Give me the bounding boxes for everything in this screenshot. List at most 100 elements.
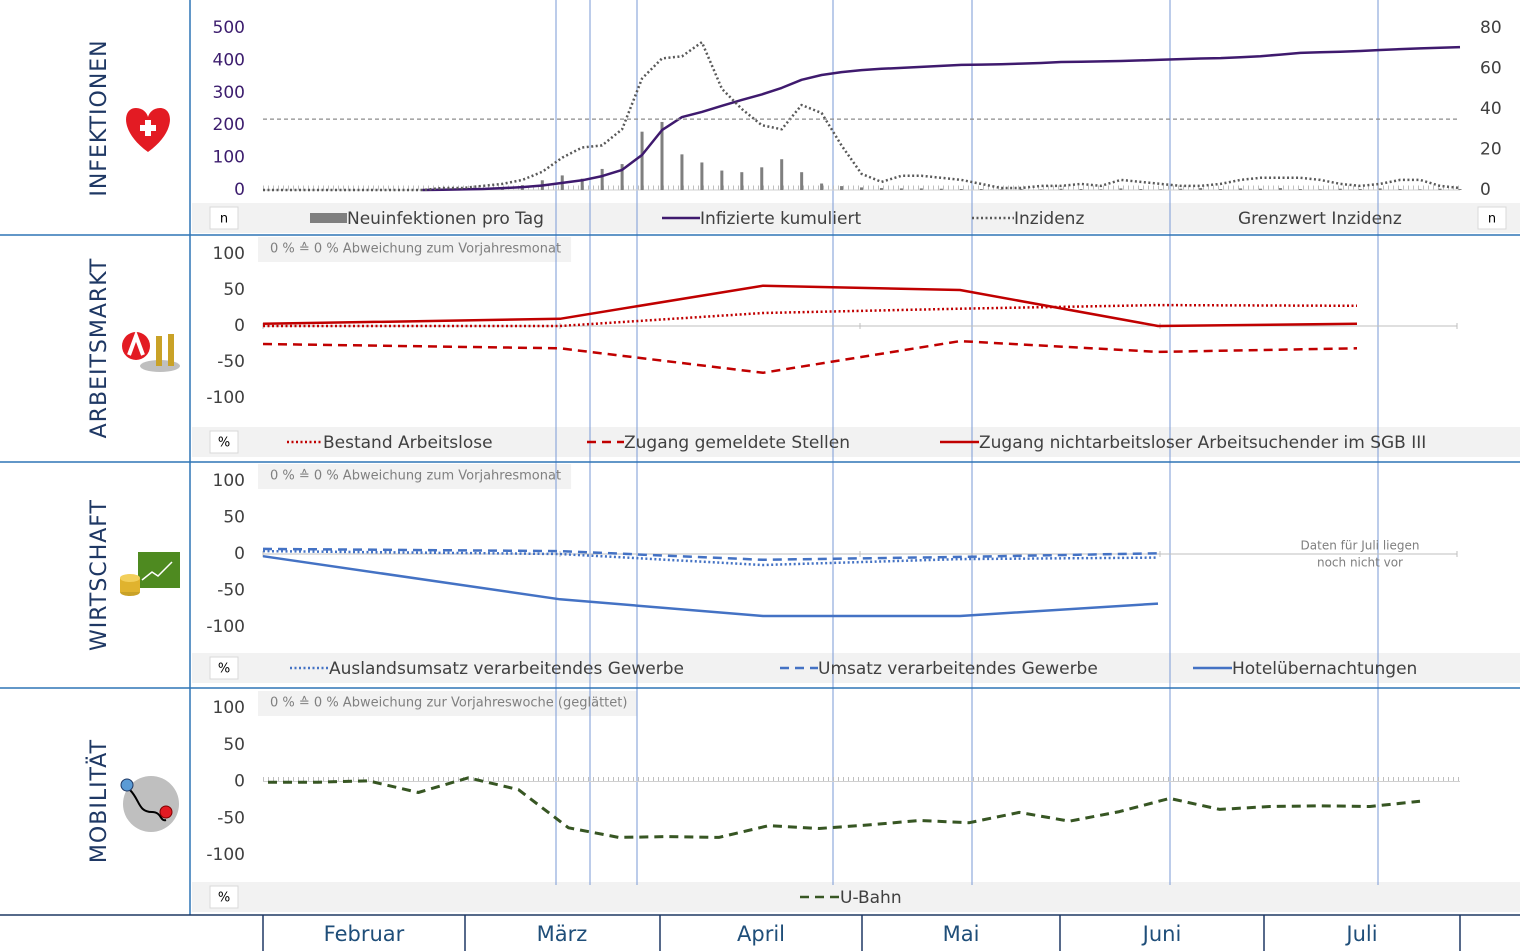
heart-icon: [126, 108, 170, 152]
bar: [1039, 189, 1043, 190]
y-tick-label: 0: [234, 544, 245, 564]
series-line: [262, 547, 1159, 562]
legend-label: Hotelübernachtungen: [1232, 659, 1417, 679]
logo-a: [127, 330, 145, 356]
y-tick-label: 100: [213, 471, 245, 491]
bar: [1079, 189, 1083, 190]
bar: [1179, 188, 1183, 190]
bar: [720, 170, 724, 190]
section-label: INFEKTIONEN: [87, 39, 112, 196]
bar: [1378, 188, 1382, 190]
bar: [800, 172, 804, 190]
series-line: [263, 303, 1358, 328]
y-tick-label: 0: [234, 180, 245, 200]
y-tick-label: -100: [206, 388, 245, 408]
bar: [1139, 189, 1143, 190]
y-tick-label: 200: [213, 115, 245, 135]
bar: [1059, 188, 1063, 190]
unit-box: [209, 656, 239, 680]
y-tick-label: 100: [213, 244, 245, 264]
bar: [740, 172, 744, 190]
legend-label: Grenzwert Inzidenz: [1238, 209, 1402, 229]
unit-label: %: [218, 891, 230, 906]
y-tick-label: 50: [223, 508, 245, 528]
y-tick-label: 100: [213, 698, 245, 718]
bar: [1199, 188, 1203, 190]
unit-label: n: [220, 212, 228, 227]
bar: [640, 131, 644, 190]
legend-swatch: [310, 213, 347, 223]
bar: [1418, 189, 1422, 190]
y2-tick-label: 0: [1480, 180, 1491, 200]
bar: [1239, 188, 1243, 190]
y-tick-label: 300: [213, 83, 245, 103]
legend-label: Bestand Arbeitslose: [323, 433, 493, 453]
month-label: April: [737, 922, 785, 946]
bar: [700, 162, 704, 190]
note-box: [258, 237, 572, 262]
figure: [168, 334, 174, 366]
y-tick-label: 50: [223, 280, 245, 300]
y-tick-label: 50: [223, 735, 245, 755]
bar: [1159, 189, 1163, 190]
bar: [600, 168, 604, 190]
background-layer: [192, 203, 1520, 912]
board: [138, 552, 180, 588]
section-label: ARBEITSMARKT: [87, 258, 112, 439]
legend-label: Zugang gemeldete Stellen: [624, 433, 850, 453]
month-label: Februar: [324, 922, 405, 946]
bar: [660, 121, 664, 190]
series-line: [422, 45, 1461, 192]
pin: [120, 778, 134, 792]
legend-band: [192, 882, 1520, 912]
note-box: [258, 691, 638, 716]
y-tick-label: -100: [206, 845, 245, 865]
cross: [140, 125, 156, 131]
bar: [899, 188, 903, 190]
bar: [959, 189, 963, 190]
note: 0 % ≙ 0 % Abweichung zur Vorjahreswoche …: [270, 696, 627, 711]
legend-label: Auslandsumsatz verarbeitendes Gewerbe: [329, 659, 684, 679]
coins: [120, 574, 140, 582]
series-line: [268, 776, 1421, 839]
month-label: März: [537, 922, 588, 946]
bar: [760, 167, 764, 190]
series-line: [262, 339, 1358, 375]
unit-box: [209, 885, 239, 909]
month-label: Mai: [943, 922, 980, 946]
y-tick-label: 500: [213, 18, 245, 38]
bar: [1398, 189, 1402, 190]
section-label: MOBILITÄT: [86, 739, 112, 863]
bar: [1019, 189, 1023, 190]
y2-tick-label: 80: [1480, 18, 1502, 38]
legend-band: [192, 203, 1520, 233]
agency-icon: [122, 330, 180, 372]
series-line: [262, 554, 1159, 618]
legend-band: [192, 653, 1520, 683]
legend-label: Inzidenz: [1014, 209, 1084, 229]
marks-layer: n n0100200300400500020406080Neuinfektione…: [206, 18, 1507, 909]
legend-label: Neuinfektionen pro Tag: [347, 209, 544, 229]
note-box: [258, 464, 572, 489]
bar: [1219, 189, 1223, 190]
unit-label: %: [218, 662, 230, 677]
bar: [620, 164, 624, 190]
month-label: Juni: [1141, 922, 1182, 946]
y-tick-label: -50: [217, 581, 245, 601]
y-tick-label: 0: [234, 316, 245, 336]
bar: [1438, 188, 1442, 190]
y-tick-label: 0: [234, 772, 245, 792]
legend-label: Umsatz verarbeitendes Gewerbe: [818, 659, 1098, 679]
note: 0 % ≙ 0 % Abweichung zum Vorjahresmonat: [270, 242, 561, 257]
bar: [939, 188, 943, 190]
note: 0 % ≙ 0 % Abweichung zum Vorjahresmonat: [270, 469, 561, 484]
route: [129, 789, 167, 822]
y-tick-label: 400: [213, 50, 245, 70]
bar: [1278, 188, 1282, 190]
y-tick-label: 100: [213, 148, 245, 168]
annotation: noch nicht vor: [1317, 556, 1403, 570]
bar: [1458, 189, 1462, 190]
legend-label: U-Bahn: [840, 888, 902, 908]
